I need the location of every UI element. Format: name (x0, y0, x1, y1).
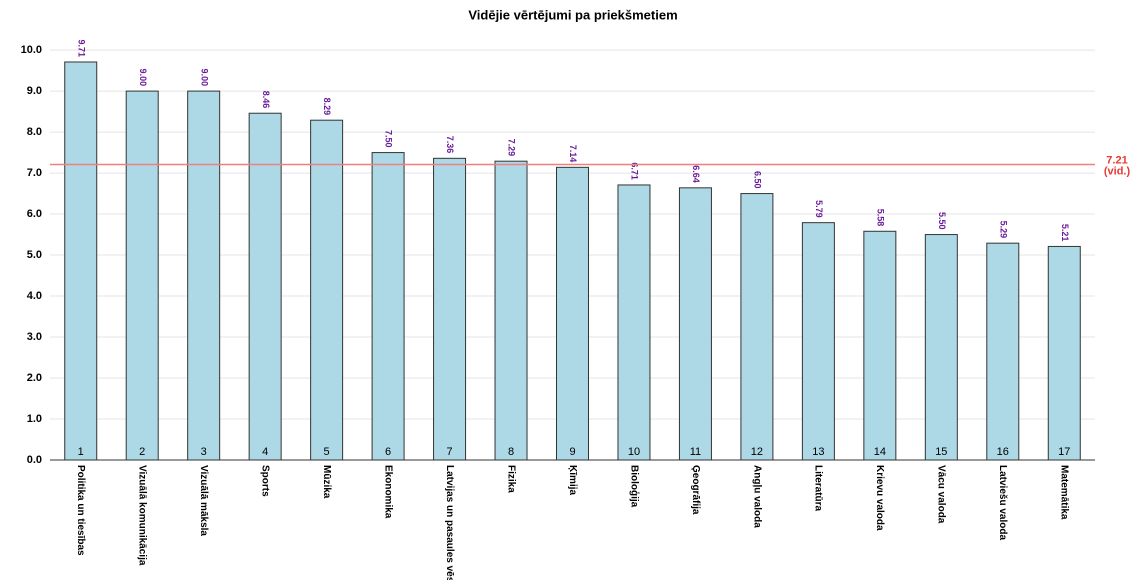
bar (371, 152, 405, 461)
y-tick-label: 4.0 (27, 290, 42, 302)
y-tick-label: 6.0 (27, 208, 42, 220)
x-tick-label: Ģeogrāfija (690, 465, 701, 515)
value-label: 9.71 (76, 39, 86, 57)
bar (433, 157, 467, 461)
x-tick-label: Bioloģija (628, 465, 641, 508)
y-tick-label: 10.0 (21, 44, 42, 56)
x-tick-label: Vizuālā māksla (198, 465, 209, 536)
value-label: 8.29 (322, 98, 332, 116)
x-tick-label: Fizika (505, 465, 516, 493)
bar-number: 9 (569, 446, 575, 458)
average-note: (vid.) (1104, 165, 1131, 177)
y-tick-label: 0.0 (27, 454, 42, 466)
x-tick-label: Mūzika (321, 465, 332, 499)
bar-number: 7 (446, 446, 452, 458)
bar-number: 4 (262, 446, 268, 458)
value-label: 5.21 (1060, 224, 1070, 242)
bar (310, 119, 344, 461)
bar-number: 2 (139, 446, 145, 458)
value-label: 7.14 (568, 145, 578, 163)
x-tick-label: Angļu valoda (751, 465, 762, 528)
bar (924, 234, 958, 461)
x-tick-label: Sports (260, 465, 271, 497)
bar (494, 160, 528, 461)
value-label: 5.79 (814, 200, 824, 218)
bar-number: 15 (935, 446, 947, 458)
value-label: 5.58 (875, 209, 885, 227)
bar-number: 14 (874, 446, 886, 458)
bar-number: 16 (997, 446, 1009, 458)
bar (187, 90, 221, 461)
x-tick-label: Vizuālā komunikācija (137, 465, 148, 566)
x-tick-label: Latvijas un pasaules vēs (444, 465, 455, 580)
value-label: 7.29 (507, 139, 517, 157)
x-tick-label: Latviešu valoda (997, 465, 1008, 540)
bar (801, 222, 835, 461)
bar (248, 112, 282, 461)
x-tick-label: Literatūra (813, 465, 824, 512)
x-tick-label: Ķīmija (567, 465, 578, 495)
x-tick-label: Matemātika (1059, 465, 1070, 520)
value-label: 6.64 (691, 165, 701, 183)
bar (986, 242, 1020, 461)
value-label: 7.50 (384, 130, 394, 148)
value-label: 5.50 (937, 212, 947, 230)
value-label: 6.71 (630, 162, 640, 180)
average-label: 7.21 (1106, 154, 1127, 166)
bar (1047, 245, 1081, 461)
y-tick-label: 1.0 (27, 413, 42, 425)
value-label: 5.29 (998, 221, 1008, 239)
bar-number: 3 (201, 446, 207, 458)
bar-number: 13 (812, 446, 824, 458)
y-tick-label: 8.0 (27, 126, 42, 138)
y-tick-label: 5.0 (27, 249, 42, 261)
x-tick-label: Politika un tiesības (75, 465, 86, 556)
bar-number: 8 (508, 446, 514, 458)
bar-number: 6 (385, 446, 391, 458)
value-label: 8.46 (261, 91, 271, 109)
bar (617, 184, 651, 461)
bar-number: 5 (324, 446, 330, 458)
y-tick-label: 9.0 (27, 85, 42, 97)
bar (863, 230, 897, 461)
bar (678, 187, 712, 461)
bar (740, 193, 774, 461)
y-tick-label: 7.0 (27, 167, 42, 179)
bar-number: 1 (78, 446, 84, 458)
bar-number: 12 (751, 446, 763, 458)
bar (64, 61, 98, 461)
bar-number: 17 (1058, 446, 1070, 458)
value-label: 9.00 (199, 69, 209, 87)
x-tick-label: Vācu valoda (936, 465, 947, 524)
bar-number: 11 (690, 446, 701, 458)
x-tick-label: Krievu valoda (874, 465, 885, 531)
value-label: 6.50 (753, 171, 763, 189)
y-tick-label: 3.0 (27, 331, 42, 343)
chart-title: Vidējie vērtējumi pa priekšmetiem (468, 7, 677, 22)
y-tick-label: 2.0 (27, 372, 42, 384)
x-tick-label: Ekonomika (382, 465, 393, 519)
bar (556, 166, 589, 461)
bar-number: 10 (628, 446, 640, 458)
value-label: 9.00 (138, 69, 148, 87)
bar (125, 90, 159, 461)
value-label: 7.36 (445, 136, 455, 154)
